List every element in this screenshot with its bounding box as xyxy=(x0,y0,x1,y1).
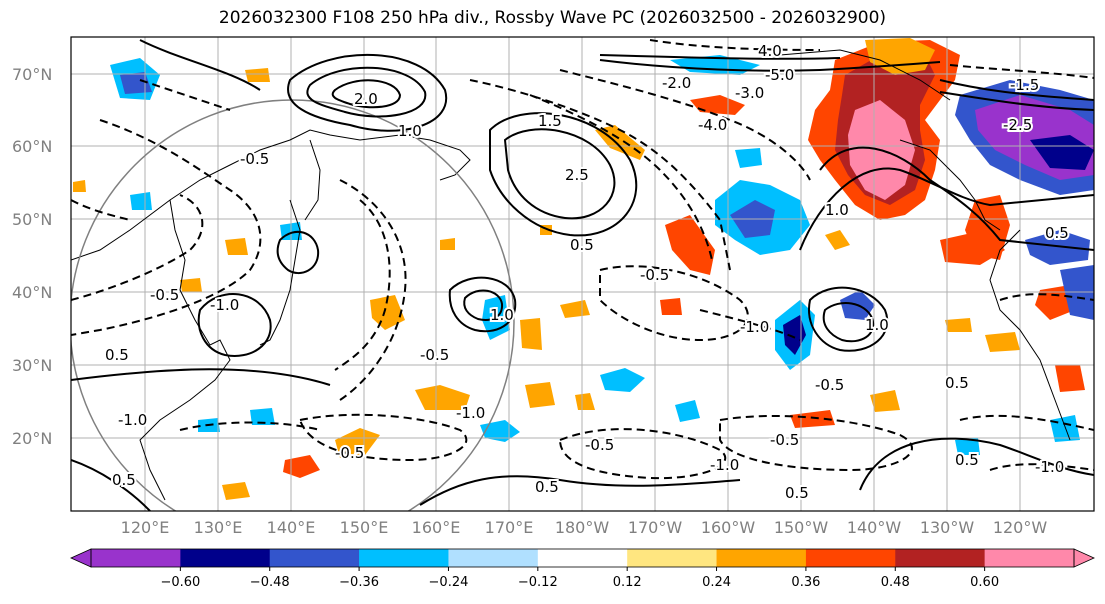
contour-label: 0.5 xyxy=(785,484,809,502)
contour-label: -0.5 xyxy=(815,376,844,394)
colorbar-segment xyxy=(537,549,628,567)
lon-label: 120°E xyxy=(121,518,170,537)
contour-label: 1.0 xyxy=(398,122,422,140)
contour-label: -1.0 xyxy=(1035,458,1064,476)
colorbar-tick-label: −0.60 xyxy=(160,575,200,590)
contour-label: 1.0 xyxy=(490,306,514,324)
colorbar-segment xyxy=(269,549,360,567)
contour-label: 0.5 xyxy=(955,451,979,469)
colorbar-tick-label: 0.48 xyxy=(881,575,910,590)
coastlines xyxy=(71,49,1071,501)
contour-label: -3.0 xyxy=(735,84,764,102)
lat-label: 20°N xyxy=(12,429,52,448)
lon-label: 140°E xyxy=(267,518,316,537)
colorbar-segment xyxy=(716,549,807,567)
contour-label: 0.5 xyxy=(535,478,559,496)
colorbar-segment xyxy=(895,549,986,567)
contour-label: -1.0 xyxy=(710,456,739,474)
contour-label: 0.5 xyxy=(1045,224,1069,242)
lon-label: 180°W xyxy=(555,518,610,537)
colorbar-segment xyxy=(984,549,1075,567)
contour-label: -1.0 xyxy=(210,296,239,314)
colorbar-tick-label: −0.48 xyxy=(250,575,290,590)
colorbar-segment xyxy=(627,549,718,567)
colorbar-segment xyxy=(91,549,181,567)
contour-label: -0.5 xyxy=(150,286,179,304)
contour-label: -0.5 xyxy=(335,444,364,462)
contour-label: 0.5 xyxy=(112,471,136,489)
lon-label: 170°W xyxy=(628,518,683,537)
colorbar-segment xyxy=(448,549,539,567)
lat-label: 30°N xyxy=(12,356,52,375)
contour-lines-negative xyxy=(71,39,1094,480)
contour-label: -0.5 xyxy=(770,431,799,449)
colorbar-tick-label: −0.36 xyxy=(339,575,379,590)
lat-label: 70°N xyxy=(12,65,52,84)
contour-label: 1.5 xyxy=(538,112,562,130)
contour-label: -2.0 xyxy=(662,74,691,92)
contour-label: -0.5 xyxy=(240,150,269,168)
contour-label: -0.5 xyxy=(640,266,669,284)
contour-label-group: 1.0 -0.5 2.0 -1.0 0.5 -4.0 -3.0 -2.0 4.0… xyxy=(103,40,1071,504)
colorbar-tick-label: 0.36 xyxy=(791,575,820,590)
colorbar-segment xyxy=(359,549,449,567)
contour-label: -1.0 xyxy=(456,404,485,422)
lon-label: 130°E xyxy=(194,518,243,537)
colorbar-tick-label: −0.12 xyxy=(518,575,558,590)
contour-label: -5.0 xyxy=(765,66,794,84)
lon-label: 130°W xyxy=(920,518,975,537)
contour-label: -4.0 xyxy=(698,116,727,134)
contour-label: 0.5 xyxy=(105,346,129,364)
lon-label: 150°W xyxy=(774,518,829,537)
colorbar-tick-label: 0.60 xyxy=(970,575,999,590)
contour-label: 2.5 xyxy=(565,166,589,184)
contour-label: 1.0 xyxy=(825,201,849,219)
lat-label: 60°N xyxy=(12,137,52,156)
contour-label: -1.0 xyxy=(740,318,769,336)
lon-label: 160°E xyxy=(412,518,461,537)
contour-label: 1.0 xyxy=(865,316,889,334)
lat-label: 50°N xyxy=(12,210,52,229)
lon-label: 160°W xyxy=(701,518,756,537)
colorbar-tick-label: 0.24 xyxy=(702,575,731,590)
lon-label: 150°E xyxy=(340,518,389,537)
lon-label: 170°E xyxy=(485,518,534,537)
lon-label: 140°W xyxy=(847,518,902,537)
contour-label: 4.0 xyxy=(758,42,782,60)
contour-label: -1.5 xyxy=(1010,76,1039,94)
lon-label: 120°W xyxy=(993,518,1048,537)
contour-label: -1.0 xyxy=(118,411,147,429)
colorbar-extend-low xyxy=(70,548,92,568)
contour-lines xyxy=(71,39,1094,511)
contour-label: 2.0 xyxy=(354,90,378,108)
colorbar: −0.60 −0.48 −0.36 −0.24 −0.12 0.12 0.24 0.36 0.4… xyxy=(70,548,1095,590)
colorbar-segment xyxy=(180,549,271,567)
contour-label: 0.5 xyxy=(945,374,969,392)
colorbar-tick-label: 0.12 xyxy=(613,575,642,590)
contour-label: -0.5 xyxy=(420,346,449,364)
colorbar-frame xyxy=(90,548,1075,568)
contour-label: -0.5 xyxy=(585,436,614,454)
colorbar-tick-label: −0.24 xyxy=(429,575,469,590)
contour-label: 0.5 xyxy=(570,236,594,254)
lat-label: 40°N xyxy=(12,283,52,302)
map-title: 2026032300 F108 250 hPa div., Rossby Wav… xyxy=(218,8,887,28)
contour-label: -2.5 xyxy=(1003,116,1032,134)
colorbar-extend-high xyxy=(1073,548,1095,568)
graticule xyxy=(71,37,1094,511)
colorbar-segment xyxy=(805,549,896,567)
map-frame xyxy=(70,36,1095,512)
